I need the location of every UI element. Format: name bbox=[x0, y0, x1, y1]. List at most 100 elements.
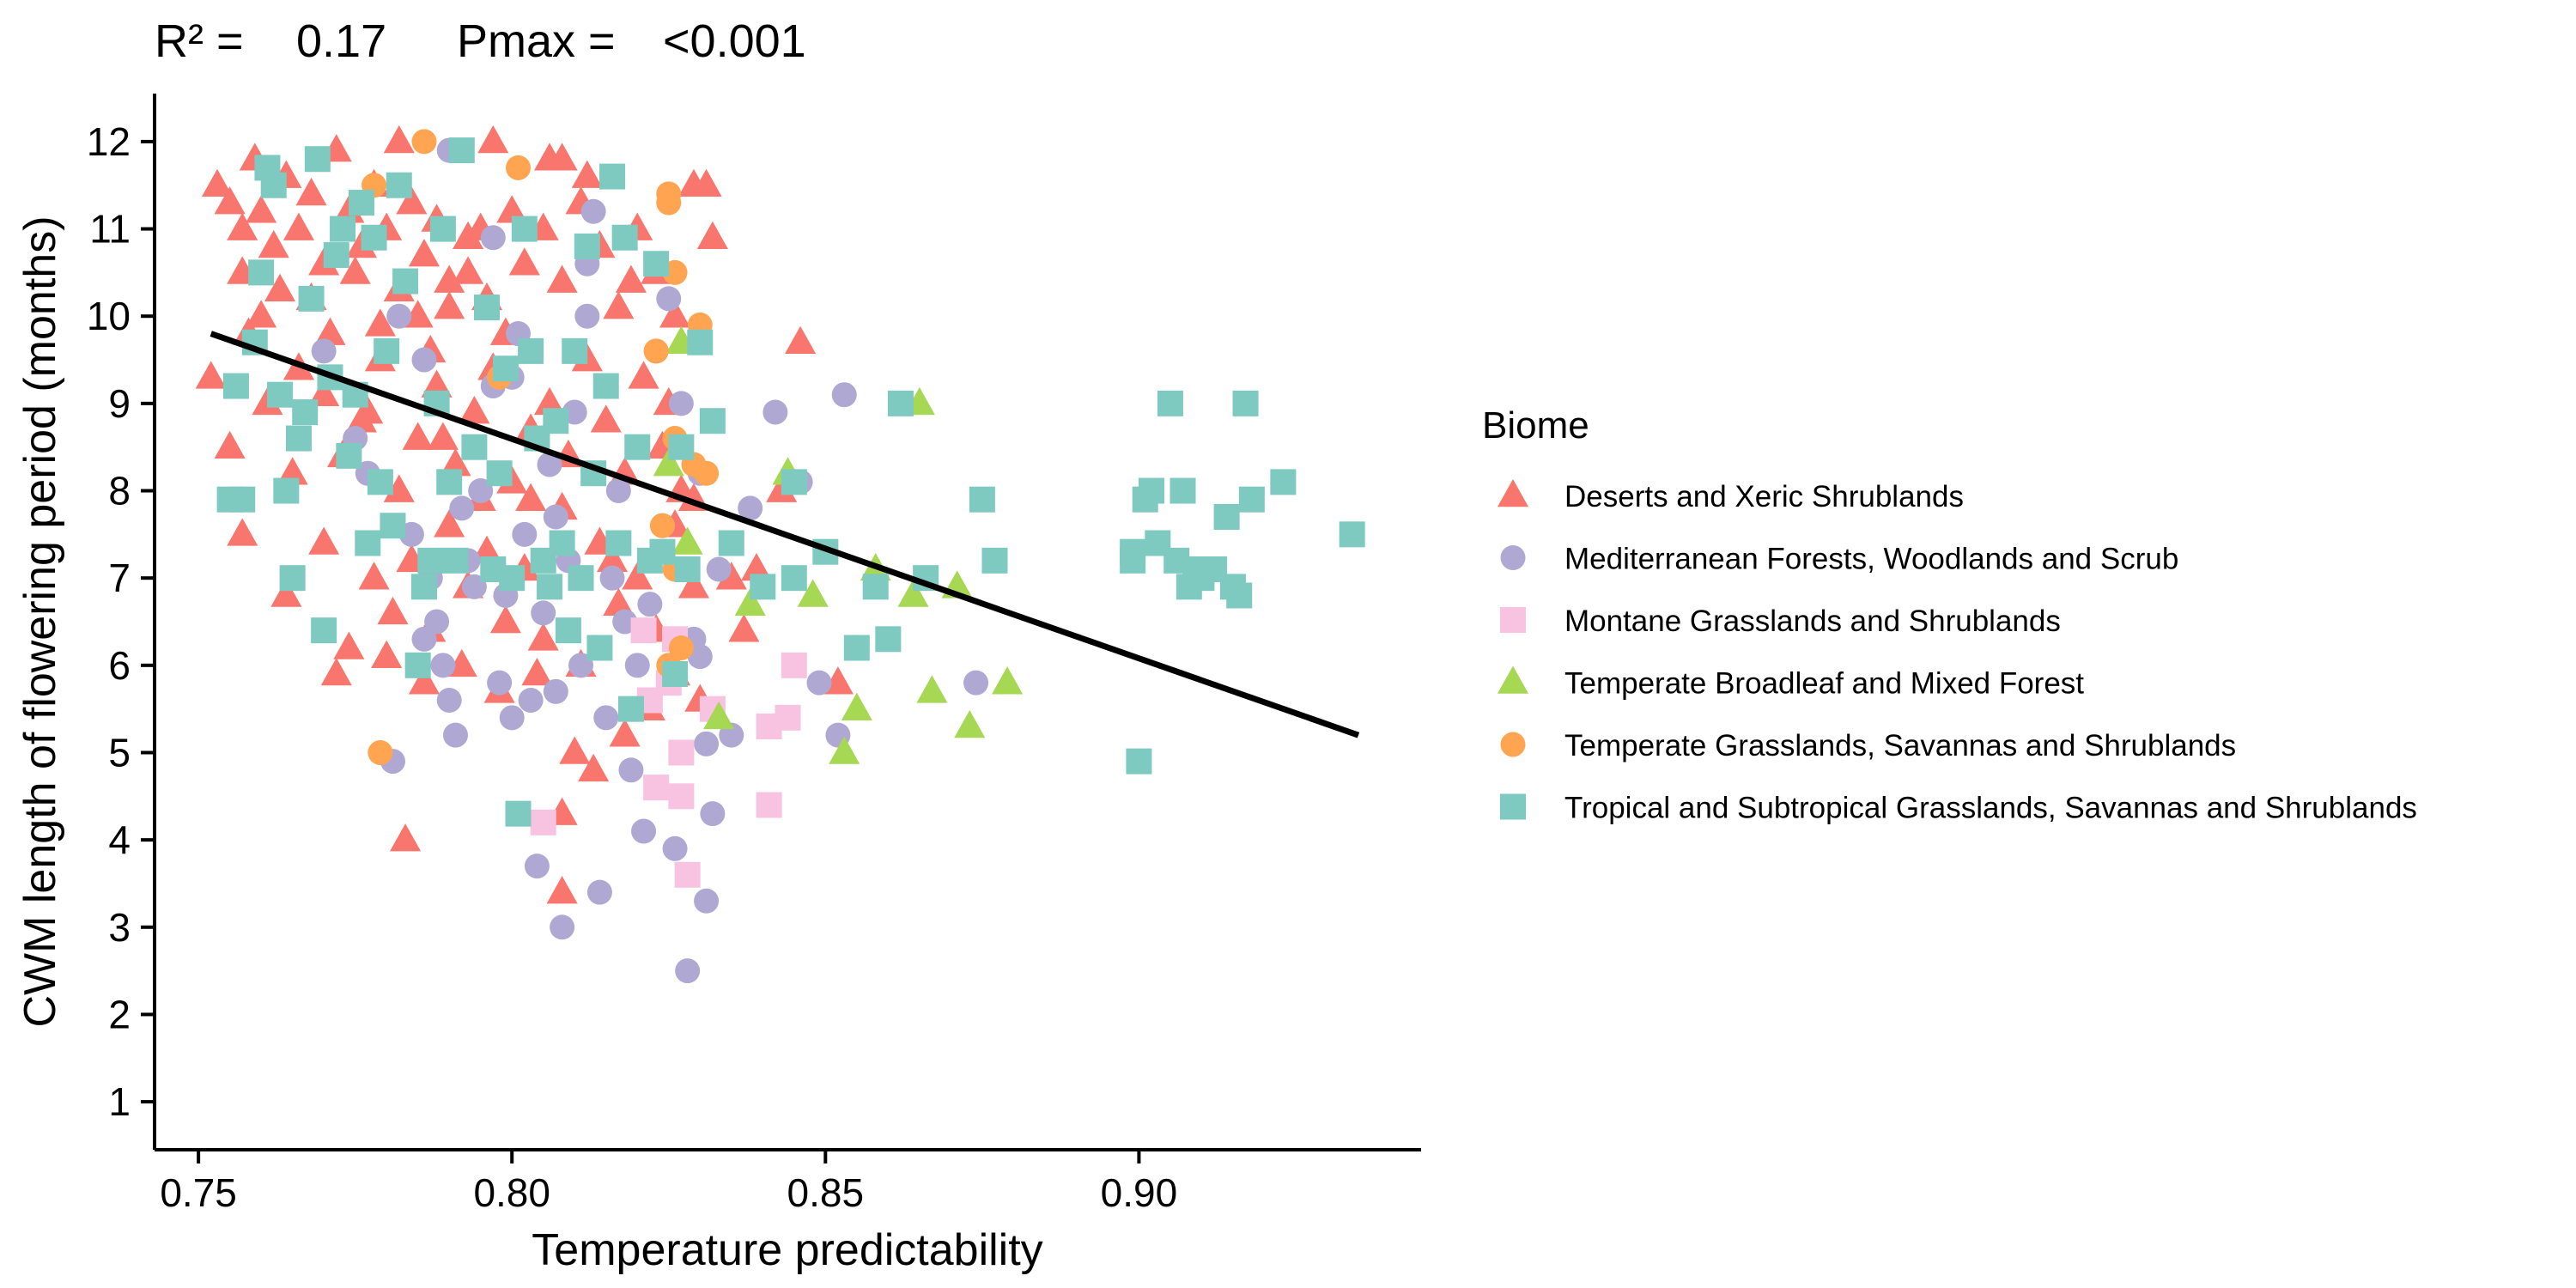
data-point-series-1 bbox=[586, 879, 612, 905]
data-point-series-5 bbox=[279, 565, 306, 592]
data-point-series-5 bbox=[361, 224, 387, 251]
data-point-series-1 bbox=[430, 653, 456, 678]
data-point-series-3 bbox=[734, 587, 766, 616]
data-point-series-1 bbox=[311, 338, 337, 364]
data-point-series-5 bbox=[1157, 390, 1183, 416]
data-point-series-1 bbox=[449, 495, 475, 521]
data-point-series-5 bbox=[229, 486, 256, 513]
data-point-series-0 bbox=[559, 736, 591, 764]
data-point-series-0 bbox=[339, 256, 371, 284]
data-point-series-0 bbox=[496, 195, 528, 223]
data-point-series-0 bbox=[571, 160, 603, 188]
data-point-series-4 bbox=[668, 635, 694, 660]
data-point-series-5 bbox=[448, 137, 475, 164]
data-point-series-2 bbox=[781, 652, 807, 678]
data-point-series-2 bbox=[756, 792, 782, 818]
points-layer bbox=[195, 125, 1365, 984]
data-point-series-0 bbox=[283, 212, 314, 240]
data-point-series-1 bbox=[487, 670, 513, 696]
data-point-series-1 bbox=[656, 286, 682, 312]
data-point-series-1 bbox=[806, 670, 832, 696]
data-point-series-3 bbox=[797, 579, 829, 607]
data-point-series-5 bbox=[267, 381, 294, 408]
data-point-series-0 bbox=[427, 422, 459, 450]
data-point-series-2 bbox=[643, 775, 670, 801]
data-point-series-0 bbox=[383, 125, 415, 154]
legend-label: Deserts and Xeric Shrublands bbox=[1564, 480, 1964, 513]
data-point-series-5 bbox=[260, 172, 287, 198]
legend-key bbox=[1500, 545, 1526, 570]
data-point-series-5 bbox=[304, 146, 331, 173]
data-point-series-0 bbox=[295, 177, 327, 206]
y-tick-label: 10 bbox=[87, 294, 131, 338]
legend-key bbox=[1497, 479, 1529, 507]
data-point-series-5 bbox=[298, 285, 325, 312]
y-axis-title: CWM length of flowering period (months) bbox=[15, 216, 65, 1027]
data-point-series-0 bbox=[515, 483, 547, 511]
data-point-series-0 bbox=[246, 195, 277, 223]
legend-key bbox=[1500, 793, 1526, 820]
data-point-series-1 bbox=[550, 914, 575, 940]
data-point-series-0 bbox=[402, 422, 434, 450]
data-point-series-0 bbox=[578, 753, 610, 782]
data-point-series-5 bbox=[662, 660, 689, 687]
data-point-series-0 bbox=[659, 300, 691, 328]
data-point-series-2 bbox=[674, 861, 701, 888]
data-point-series-1 bbox=[480, 225, 506, 251]
data-point-series-0 bbox=[459, 396, 490, 424]
data-point-series-1 bbox=[700, 801, 726, 827]
data-point-series-2 bbox=[530, 809, 556, 835]
data-point-series-5 bbox=[392, 268, 419, 295]
data-point-series-0 bbox=[508, 247, 540, 276]
data-point-series-5 bbox=[687, 329, 714, 355]
data-point-series-0 bbox=[622, 562, 653, 590]
data-point-series-2 bbox=[668, 783, 695, 810]
data-point-series-1 bbox=[543, 504, 568, 530]
data-point-series-0 bbox=[628, 361, 659, 389]
data-point-series-5 bbox=[429, 216, 456, 242]
y-tick-label: 9 bbox=[108, 381, 131, 426]
data-point-series-5 bbox=[643, 251, 670, 277]
data-point-series-0 bbox=[603, 291, 635, 319]
data-point-series-0 bbox=[453, 256, 484, 284]
data-point-series-0 bbox=[195, 361, 227, 389]
data-point-series-1 bbox=[631, 818, 657, 844]
legend-title: Biome bbox=[1482, 404, 1589, 447]
data-point-series-5 bbox=[1238, 486, 1265, 513]
data-point-series-3 bbox=[916, 675, 948, 703]
data-point-series-5 bbox=[492, 355, 519, 382]
y-tick-label: 2 bbox=[108, 992, 131, 1036]
y-tick-label: 7 bbox=[108, 556, 131, 600]
data-point-series-5 bbox=[292, 399, 319, 426]
data-point-series-5 bbox=[624, 434, 651, 460]
data-point-series-5 bbox=[586, 635, 613, 661]
data-point-series-5 bbox=[862, 574, 889, 600]
data-point-series-3 bbox=[841, 692, 872, 720]
y-tick-label: 6 bbox=[108, 643, 131, 688]
data-point-series-0 bbox=[276, 457, 308, 485]
data-point-series-5 bbox=[699, 408, 726, 434]
data-point-series-0 bbox=[546, 264, 578, 293]
data-point-series-3 bbox=[992, 666, 1024, 695]
data-point-series-5 bbox=[323, 242, 349, 269]
legend-label: Temperate Grasslands, Savannas and Shrub… bbox=[1564, 729, 2236, 762]
data-point-series-5 bbox=[499, 565, 526, 592]
data-point-series-5 bbox=[549, 530, 575, 556]
data-point-series-1 bbox=[605, 478, 631, 504]
x-axis-title: Temperature predictability bbox=[532, 1225, 1042, 1275]
data-point-series-0 bbox=[728, 614, 760, 642]
data-point-series-5 bbox=[505, 800, 532, 827]
data-point-series-5 bbox=[386, 172, 412, 198]
data-point-series-0 bbox=[590, 404, 622, 433]
data-point-series-1 bbox=[537, 452, 562, 477]
data-point-series-1 bbox=[694, 888, 720, 914]
data-point-series-5 bbox=[562, 337, 588, 364]
data-point-series-1 bbox=[543, 678, 568, 704]
legend-label: Mediterranean Forests, Woodlands and Scr… bbox=[1564, 543, 2178, 576]
plot-area bbox=[195, 125, 1365, 984]
data-point-series-0 bbox=[308, 378, 340, 407]
data-point-series-5 bbox=[1232, 390, 1259, 416]
data-point-series-0 bbox=[371, 640, 403, 668]
data-point-series-0 bbox=[383, 474, 415, 502]
